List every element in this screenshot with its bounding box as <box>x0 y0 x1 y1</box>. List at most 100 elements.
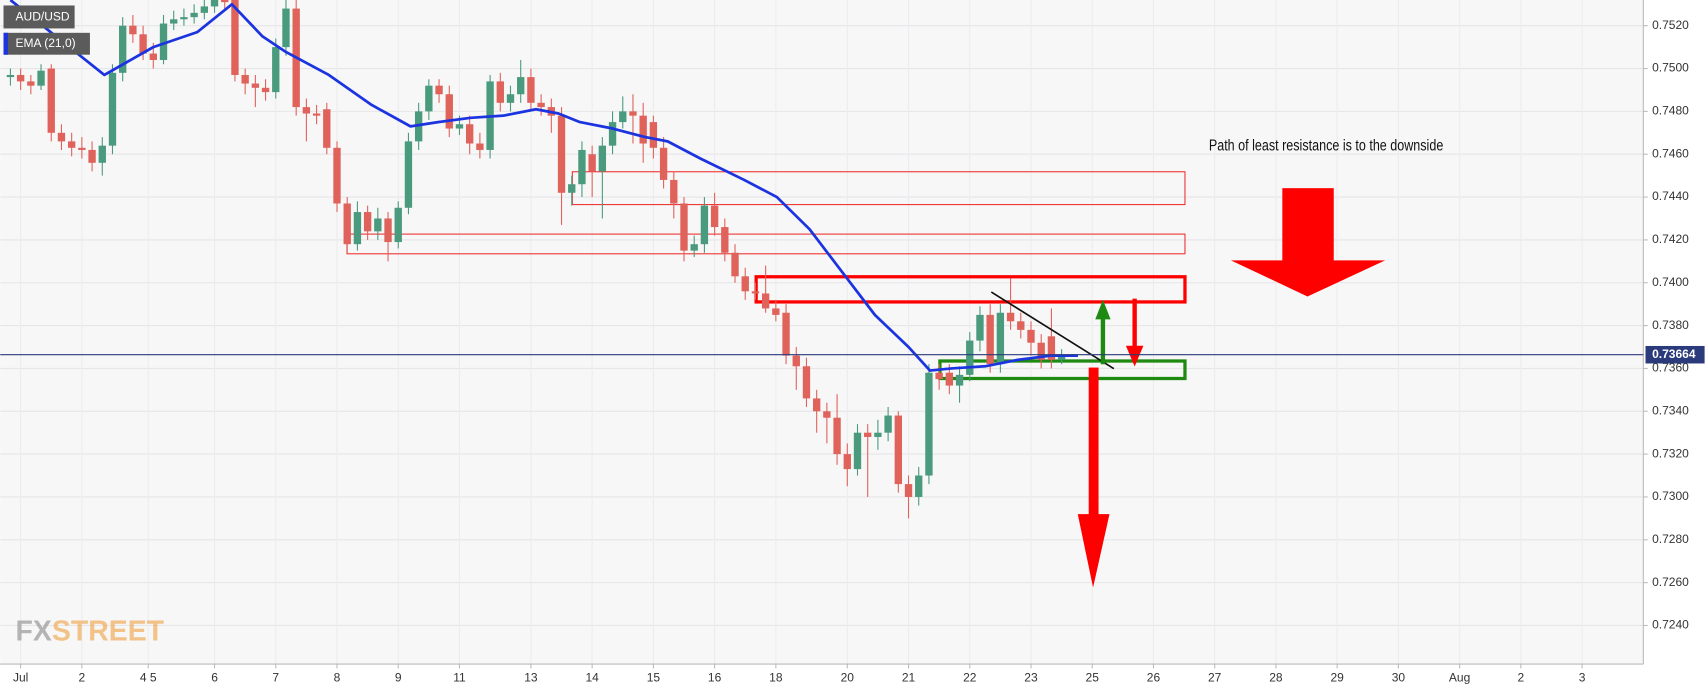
candle-body <box>1017 321 1025 330</box>
candle-body <box>384 218 392 243</box>
x-tick-label: 27 <box>1208 670 1222 684</box>
candle-body <box>312 113 321 116</box>
x-tick-label: 16 <box>708 670 722 684</box>
candle-body <box>78 147 86 150</box>
candle-body <box>98 145 106 163</box>
y-tick-label: 0.7460 <box>1652 146 1689 160</box>
candle-body <box>108 72 117 146</box>
x-tick-label: 23 <box>1024 670 1038 684</box>
candle-body <box>659 147 668 180</box>
candle-body <box>904 484 913 497</box>
y-tick-label: 0.7320 <box>1652 446 1689 460</box>
y-tick-label: 0.7480 <box>1652 104 1689 118</box>
legend-swatch <box>3 32 8 55</box>
candle-body <box>200 6 209 13</box>
candle-body <box>404 141 413 208</box>
grid <box>0 0 1644 665</box>
x-tick-label: Aug <box>1449 670 1470 684</box>
candle-body <box>568 184 576 193</box>
candle-body <box>782 312 790 356</box>
candle-body <box>190 12 198 18</box>
candle-body <box>261 87 270 93</box>
candle-body <box>282 8 290 48</box>
watermark-part: STREET <box>52 615 165 647</box>
x-tick-label: 18 <box>769 670 783 684</box>
candle-body <box>843 454 851 470</box>
x-tick-label: 6 <box>211 670 218 684</box>
x-tick-label: 7 <box>272 670 279 684</box>
candle-body <box>823 411 831 418</box>
y-tick-label: 0.7400 <box>1652 275 1689 289</box>
candle-body <box>139 34 147 54</box>
x-tick-label: 13 <box>524 670 538 684</box>
x-tick-label: 14 <box>585 670 599 684</box>
candle-body <box>455 124 464 129</box>
arrow-head <box>1077 514 1110 588</box>
candle-body <box>874 432 882 437</box>
candle-body <box>721 227 729 253</box>
candle-body <box>935 372 943 380</box>
candle-body <box>1057 355 1066 360</box>
candle-body <box>6 74 15 78</box>
candle-body <box>16 74 25 82</box>
candle-body <box>159 23 168 60</box>
candle-body <box>466 124 474 144</box>
legend-label: AUD/USD <box>16 10 70 24</box>
candle-body <box>272 47 280 93</box>
arrow-head <box>1125 345 1144 367</box>
candle-body <box>833 417 841 455</box>
y-tick-label: 0.7280 <box>1652 532 1689 546</box>
candle-body <box>690 244 698 251</box>
candle-body <box>680 203 688 251</box>
y-tick-label: 0.7300 <box>1652 489 1689 503</box>
ema-line <box>9 0 1078 372</box>
candle-body <box>27 81 35 86</box>
candle-body <box>88 149 96 163</box>
candle-body <box>537 102 545 108</box>
candle-body <box>57 132 66 142</box>
x-tick-label: 8 <box>334 670 341 684</box>
x-tick-label: 4 5 <box>140 670 157 684</box>
y-tick-label: 0.7360 <box>1652 361 1689 375</box>
candle-body <box>374 218 382 232</box>
candle-body <box>506 94 515 103</box>
arrow-head <box>1230 260 1386 297</box>
candle-body <box>435 85 443 95</box>
x-tick-label: 26 <box>1147 670 1161 684</box>
resistance-zone <box>754 275 1187 304</box>
y-tick-label: 0.7520 <box>1652 18 1689 32</box>
candle-body <box>945 372 954 386</box>
candle-body <box>251 83 260 88</box>
candle-body <box>792 355 800 367</box>
candle-body <box>639 115 647 144</box>
last-price-label: 0.73664 <box>1652 347 1696 361</box>
arrow-head <box>1095 299 1111 320</box>
x-tick-label: 11 <box>453 670 466 684</box>
watermark-part: FX <box>16 615 52 647</box>
candle-body <box>241 74 249 84</box>
candle-body <box>670 179 678 204</box>
x-tick-label: 25 <box>1086 670 1100 684</box>
candle-body <box>731 252 739 277</box>
legend-box <box>3 32 90 55</box>
annotation: Path of least resistance is to the downs… <box>1209 136 1444 153</box>
plot-area <box>0 0 1643 664</box>
x-tick-label: 20 <box>841 670 855 684</box>
x-tick-label: 30 <box>1392 670 1406 684</box>
trendline <box>990 291 1115 370</box>
legend: AUD/USD EMA (21,0) <box>3 5 90 55</box>
y-tick-label: 0.7340 <box>1652 403 1689 417</box>
candle-body <box>1027 329 1035 343</box>
candle-body <box>1047 336 1056 360</box>
legend-label: EMA (21,0) <box>16 36 76 50</box>
y-tick-label: 0.7240 <box>1652 618 1689 632</box>
candle-body <box>619 111 627 123</box>
candle-body <box>1037 342 1045 360</box>
candle-body <box>741 276 749 292</box>
y-tick-label: 0.7420 <box>1652 232 1689 246</box>
watermark: FXSTREET <box>16 615 165 647</box>
candle-body <box>1006 312 1015 322</box>
candle-body <box>445 94 453 129</box>
